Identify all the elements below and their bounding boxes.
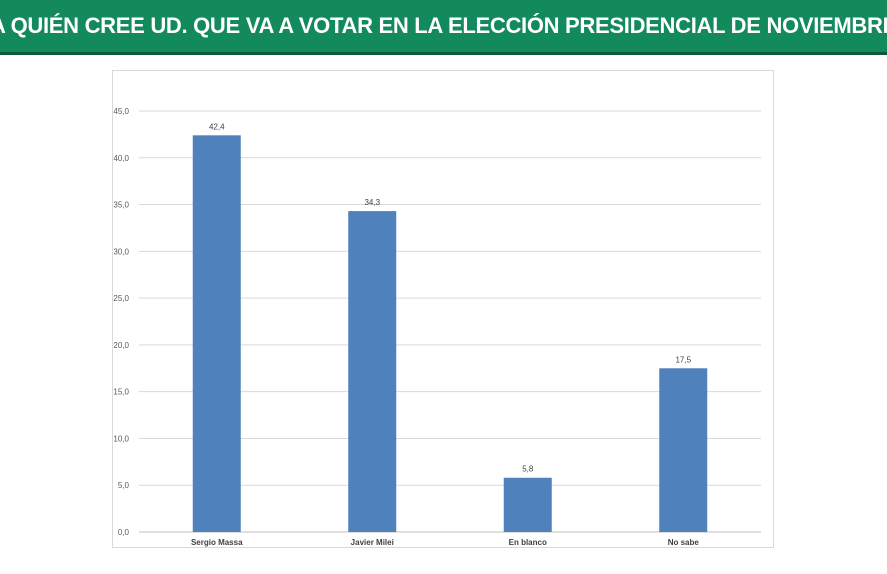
y-tick-label: 15,0: [113, 388, 129, 397]
y-tick-label: 5,0: [118, 481, 130, 490]
y-tick-label: 20,0: [113, 341, 129, 350]
y-tick-label: 35,0: [113, 201, 129, 210]
y-tick-label: 0,0: [118, 528, 130, 537]
bar-javier-milei: [348, 211, 397, 533]
chart-frame: 0,0 5,0 10,0 15,0 20,0 25,0 30,0 35,0 40,0 45,0 42…: [112, 70, 774, 548]
data-label: 5,8: [522, 465, 534, 474]
data-label: 17,5: [675, 355, 691, 364]
y-tick-label: 10,0: [113, 434, 129, 443]
bar-no-sabe: [659, 368, 708, 532]
bar-en-blanco: [503, 477, 552, 532]
page-title: ¿A QUIÉN CREE UD. QUE VA A VOTAR EN LA E…: [0, 13, 887, 38]
x-category-label: No sabe: [668, 538, 700, 547]
x-category-label: Sergio Massa: [191, 538, 243, 547]
data-label: 42,4: [209, 122, 225, 131]
x-category-label: Javier Milei: [351, 538, 394, 547]
y-tick-label: 30,0: [113, 247, 129, 256]
y-tick-label: 25,0: [113, 294, 129, 303]
y-tick-label: 40,0: [113, 154, 129, 163]
bar-sergio-massa: [192, 135, 241, 532]
x-category-label: En blanco: [509, 538, 547, 547]
bar-chart: 0,0 5,0 10,0 15,0 20,0 25,0 30,0 35,0 40,0 45,0 42…: [113, 107, 761, 547]
header-banner: ¿A QUIÉN CREE UD. QUE VA A VOTAR EN LA E…: [0, 0, 887, 55]
data-label: 34,3: [364, 198, 380, 207]
y-tick-label: 45,0: [113, 107, 129, 116]
